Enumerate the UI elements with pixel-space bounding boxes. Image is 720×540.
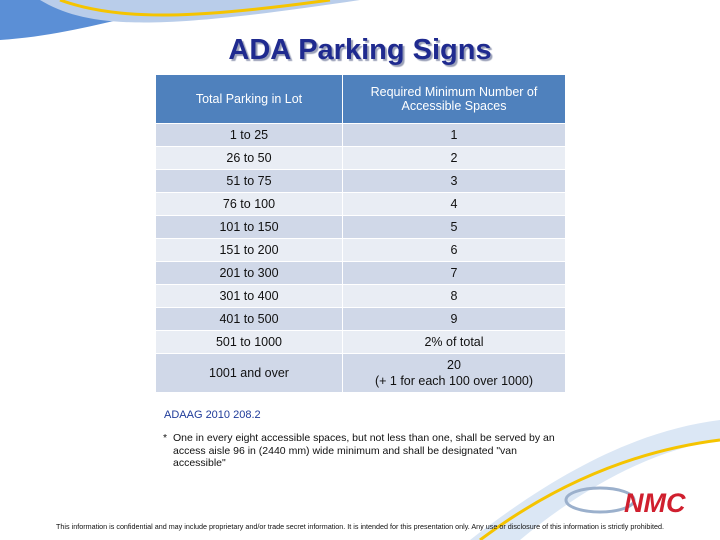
swoosh (59, 0, 331, 17)
table-cell: 151 to 200 (155, 238, 343, 262)
table-cell: 1 (342, 123, 566, 147)
table-cell: 2% of total (342, 330, 566, 354)
footnote: * One in every eight accessible spaces, b… (163, 432, 563, 470)
logo: NMC (624, 488, 686, 518)
footnote-marker: * (163, 432, 168, 444)
table: Total Parking in Lot Required Minimum Num… (155, 74, 566, 393)
table-cell: 51 to 75 (155, 169, 343, 193)
table-row: 401 to 500 9 (155, 307, 566, 331)
table-cell: 76 to 100 (155, 192, 343, 216)
table-cell: 9 (342, 307, 566, 331)
table-row: 501 to 1000 2% of total (155, 330, 566, 354)
table-row: 76 to 100 4 (155, 192, 566, 216)
table-cell: 101 to 150 (155, 215, 343, 239)
table-cell: 1001 and over (155, 353, 343, 393)
header-cell: Required Minimum Number of Accessible Sp… (342, 74, 566, 124)
table-cell: 8 (342, 284, 566, 308)
table-cell: 201 to 300 (155, 261, 343, 285)
table-row: 101 to 150 5 (155, 215, 566, 239)
table-cell: 7 (342, 261, 566, 285)
swoosh (470, 420, 720, 540)
table-cell: 3 (342, 169, 566, 193)
table-row: 1 to 25 1 (155, 123, 566, 147)
table-row: 1001 and over 20 (+ 1 for each 100 over 1… (155, 353, 566, 393)
table-cell: 1 to 25 (155, 123, 343, 147)
table-row: 301 to 400 8 (155, 284, 566, 308)
table-cell: 6 (342, 238, 566, 262)
table-cell: 26 to 50 (155, 146, 343, 170)
table-cell: 5 (342, 215, 566, 239)
table-row: 26 to 50 2 (155, 146, 566, 170)
title: ADA Parking Signs (228, 34, 492, 66)
footnote-text: One in every eight accessible spaces, bu… (173, 432, 555, 469)
header-cell: Total Parking in Lot (155, 74, 343, 124)
table-row: 151 to 200 6 (155, 238, 566, 262)
table-cell: 20 (+ 1 for each 100 over 1000) (342, 353, 566, 393)
header-row: Total Parking in Lot Required Minimum Num… (155, 74, 566, 124)
table-cell: 501 to 1000 (155, 330, 343, 354)
disclaimer: This information is confidential and may… (56, 522, 664, 531)
table-cell: 301 to 400 (155, 284, 343, 308)
logo-swoosh (564, 486, 636, 514)
table-cell: 4 (342, 192, 566, 216)
table-row: 51 to 75 3 (155, 169, 566, 193)
source: ADAAG 2010 208.2 (164, 409, 261, 421)
swoosh (479, 438, 720, 540)
table-cell: 2 (342, 146, 566, 170)
table-cell: 401 to 500 (155, 307, 343, 331)
table-row: 201 to 300 7 (155, 261, 566, 285)
